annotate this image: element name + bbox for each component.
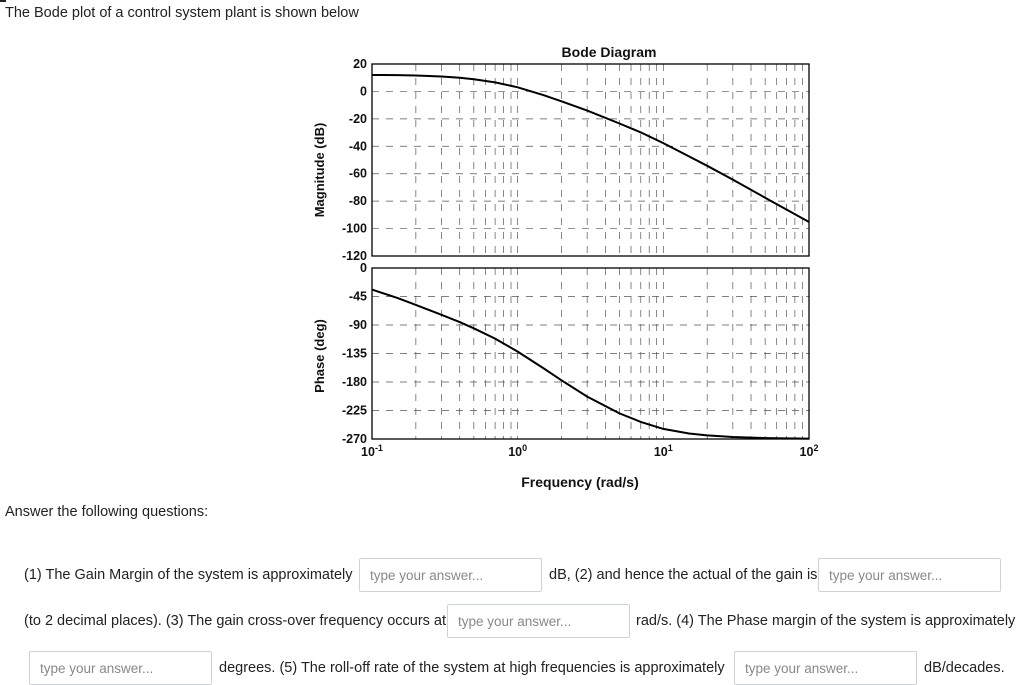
phase-tick-label: -90: [349, 318, 367, 332]
magnitude-grid: [372, 64, 809, 256]
q2-text: dB, (2) and hence the actual of the gain…: [549, 567, 818, 583]
frequency-tick-label: 10-1: [361, 443, 383, 459]
magnitude-tick-label: -60: [349, 167, 367, 181]
gain-crossover-input[interactable]: [447, 604, 630, 638]
frequency-tick-labels: 10-1 100 101 102: [361, 443, 818, 459]
magnitude-axes-frame: [371, 63, 810, 257]
phase-tick-labels: 0 -45 -90 -135 -180 -225 -270: [342, 261, 367, 446]
frequency-tick-label: 102: [800, 443, 819, 459]
magnitude-tick-label: -40: [349, 139, 367, 153]
gain-margin-input[interactable]: [359, 558, 542, 592]
answer-heading: Answer the following questions:: [5, 504, 209, 520]
phase-series-line: [371, 288, 810, 440]
actual-gain-input[interactable]: [818, 558, 1001, 592]
magnitude-tick-label: -100: [342, 222, 367, 236]
frequency-tick-label: 100: [508, 443, 527, 459]
magnitude-tick-label: -120: [342, 249, 367, 263]
phase-axis-label: Phase (deg): [312, 319, 327, 393]
magnitude-tick-label: 0: [360, 84, 367, 98]
rolloff-rate-input[interactable]: [734, 651, 917, 685]
q1-text: (1) The Gain Margin of the system is app…: [24, 567, 353, 583]
phase-tick-label: -225: [342, 404, 367, 418]
magnitude-tick-labels: 20 0 -20 -40 -60 -80 -100 -120: [342, 57, 367, 263]
magnitude-tick-label: -80: [349, 194, 367, 208]
q4-text: rad/s. (4) The Phase margin of the syste…: [636, 613, 1016, 629]
phase-tick-label: -180: [342, 375, 367, 389]
q5-text: degrees. (5) The roll-off rate of the sy…: [219, 660, 725, 676]
bode-plot: Bode Diagram 20 0 -20 -40 -60 -80 -100 -120 0 -4…: [312, 44, 818, 490]
phase-tick-label: -45: [349, 290, 367, 304]
frequency-tick-label: 101: [654, 443, 673, 459]
chart-title: Bode Diagram: [562, 44, 657, 60]
frequency-axis-label: Frequency (rad/s): [521, 474, 638, 490]
magnitude-tick-label: -20: [349, 112, 367, 126]
phase-tick-label: -135: [342, 347, 367, 361]
phase-grid: [372, 268, 809, 439]
q5-unit: dB/decades.: [924, 660, 1005, 676]
magnitude-tick-label: 20: [353, 57, 367, 71]
corner-mark: [0, 0, 6, 2]
question-intro: The Bode plot of a control system plant …: [5, 5, 359, 21]
magnitude-axis-label: Magnitude (dB): [312, 123, 327, 218]
magnitude-series-line: [371, 74, 810, 223]
phase-tick-label: 0: [360, 261, 367, 275]
q3-text: (to 2 decimal places). (3) The gain cros…: [24, 613, 447, 629]
phase-axes-frame: [371, 267, 810, 440]
phase-tick-label: -270: [342, 432, 367, 446]
phase-margin-input[interactable]: [29, 651, 212, 685]
